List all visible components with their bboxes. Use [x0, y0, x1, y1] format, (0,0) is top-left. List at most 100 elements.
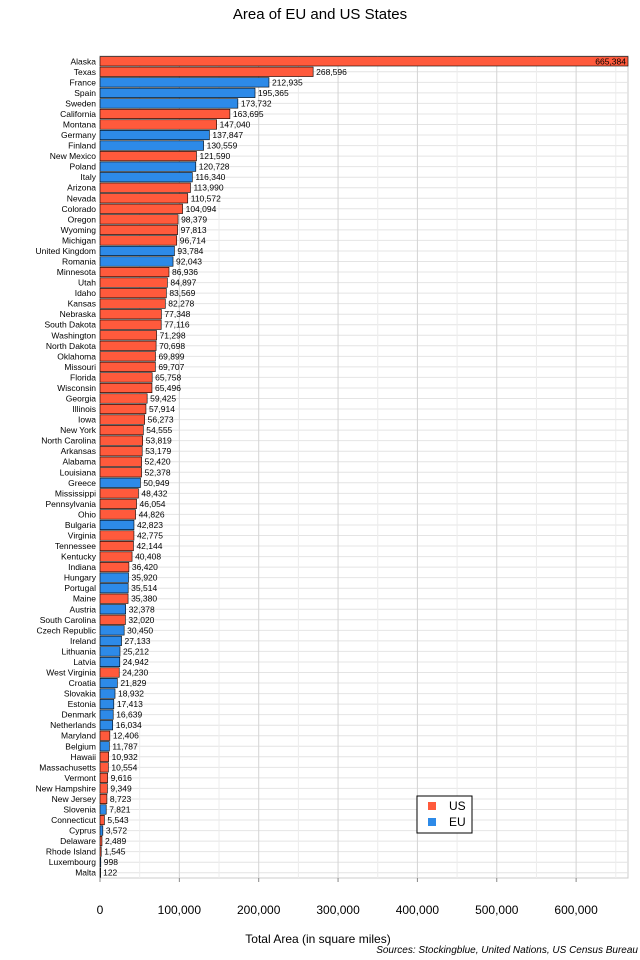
category-label: Belgium [65, 741, 96, 751]
bar [99, 319, 162, 330]
category-label: Alabama [62, 457, 96, 467]
legend: US EU [416, 795, 473, 834]
value-label: 2,489 [105, 836, 127, 846]
category-label: Nebraska [60, 309, 97, 319]
value-label: 32,378 [129, 604, 155, 614]
value-label: 25,212 [123, 646, 149, 656]
bar [99, 562, 130, 573]
category-label: France [70, 77, 97, 87]
bar [99, 382, 153, 394]
x-tick-label: 300,000 [316, 903, 360, 917]
bar [99, 720, 114, 731]
category-label: North Dakota [46, 341, 96, 351]
value-label: 59,425 [150, 394, 176, 404]
category-label: Kansas [68, 299, 96, 309]
value-label: 32,020 [128, 615, 154, 625]
category-label: Maine [73, 594, 96, 604]
bar [99, 77, 270, 88]
category-label: Connecticut [51, 815, 97, 825]
value-label: 130,559 [207, 141, 238, 151]
category-label: South Dakota [44, 320, 96, 330]
category-label: Cyprus [69, 826, 96, 836]
bar [99, 361, 156, 372]
bar [99, 836, 103, 847]
value-label: 7,821 [109, 805, 131, 815]
value-label: 1,545 [104, 847, 126, 857]
value-label: 82,278 [168, 299, 194, 309]
bar [99, 814, 105, 826]
category-label: Slovakia [64, 689, 96, 699]
category-label: Kentucky [61, 552, 97, 562]
category-label: Sweden [65, 98, 96, 108]
bar [99, 435, 144, 446]
category-label: New Hampshire [36, 783, 97, 793]
category-label: Oregon [68, 214, 97, 224]
category-label: Ohio [78, 509, 96, 519]
grid-layer [99, 55, 629, 879]
bar [99, 509, 136, 520]
value-label: 137,847 [212, 130, 243, 140]
category-label: Slovenia [63, 805, 96, 815]
value-label: 92,043 [176, 257, 202, 267]
bar [99, 741, 110, 752]
bar [99, 730, 111, 741]
value-label: 30,450 [127, 625, 153, 635]
bar [99, 604, 126, 615]
value-label: 268,596 [316, 67, 347, 77]
category-label: Michigan [62, 235, 96, 245]
legend-label-us: US [449, 799, 466, 813]
value-label: 83,569 [169, 288, 195, 298]
value-label: 116,340 [195, 172, 225, 182]
value-label: 16,034 [116, 720, 142, 730]
category-label: Malta [75, 868, 96, 878]
value-label: 84,897 [170, 278, 196, 288]
value-label: 42,144 [136, 541, 162, 551]
bar [99, 56, 629, 67]
value-label: 10,932 [112, 752, 138, 762]
category-label: Luxembourg [49, 857, 97, 867]
bar [99, 530, 135, 541]
bar [99, 403, 147, 415]
bar [99, 330, 157, 341]
value-label: 69,899 [158, 351, 184, 361]
value-label: 27,133 [125, 636, 151, 646]
value-label: 57,914 [149, 404, 175, 414]
category-label: Iowa [78, 415, 96, 425]
value-label: 16,639 [116, 710, 142, 720]
x-tick-label: 600,000 [554, 903, 598, 917]
category-label: Utah [78, 278, 96, 288]
value-labels: 665,384 268,596 212,935195,365173,732163,6… [103, 56, 626, 877]
bar [99, 161, 197, 172]
bar [99, 751, 109, 762]
bar [99, 793, 108, 805]
category-label: South Carolina [40, 615, 97, 625]
category-label: Idaho [75, 288, 97, 298]
x-tick-label: 0 [97, 903, 104, 917]
value-label: 77,348 [164, 309, 190, 319]
bar [99, 498, 137, 509]
category-label: California [60, 109, 96, 119]
bar [99, 224, 178, 235]
value-label: 163,695 [233, 109, 264, 119]
category-label: Arkansas [61, 446, 96, 456]
bar [99, 477, 141, 488]
category-label: Missouri [64, 362, 96, 372]
category-label: Finland [68, 141, 96, 151]
value-label: 98,379 [181, 214, 207, 224]
bar [99, 772, 108, 783]
category-label: Louisiana [60, 467, 97, 477]
x-tick-label: 500,000 [475, 903, 519, 917]
bar [99, 709, 114, 720]
category-label: Netherlands [50, 720, 96, 730]
bar [99, 583, 129, 594]
category-label: Texas [74, 67, 96, 77]
category-label: Arizona [67, 183, 96, 193]
category-label: Montana [63, 120, 96, 130]
bar [99, 351, 156, 362]
value-label: 69,707 [158, 362, 184, 372]
value-label: 70,698 [159, 341, 185, 351]
bar [99, 203, 183, 214]
value-label: 96,714 [180, 235, 206, 245]
bar [99, 667, 120, 678]
